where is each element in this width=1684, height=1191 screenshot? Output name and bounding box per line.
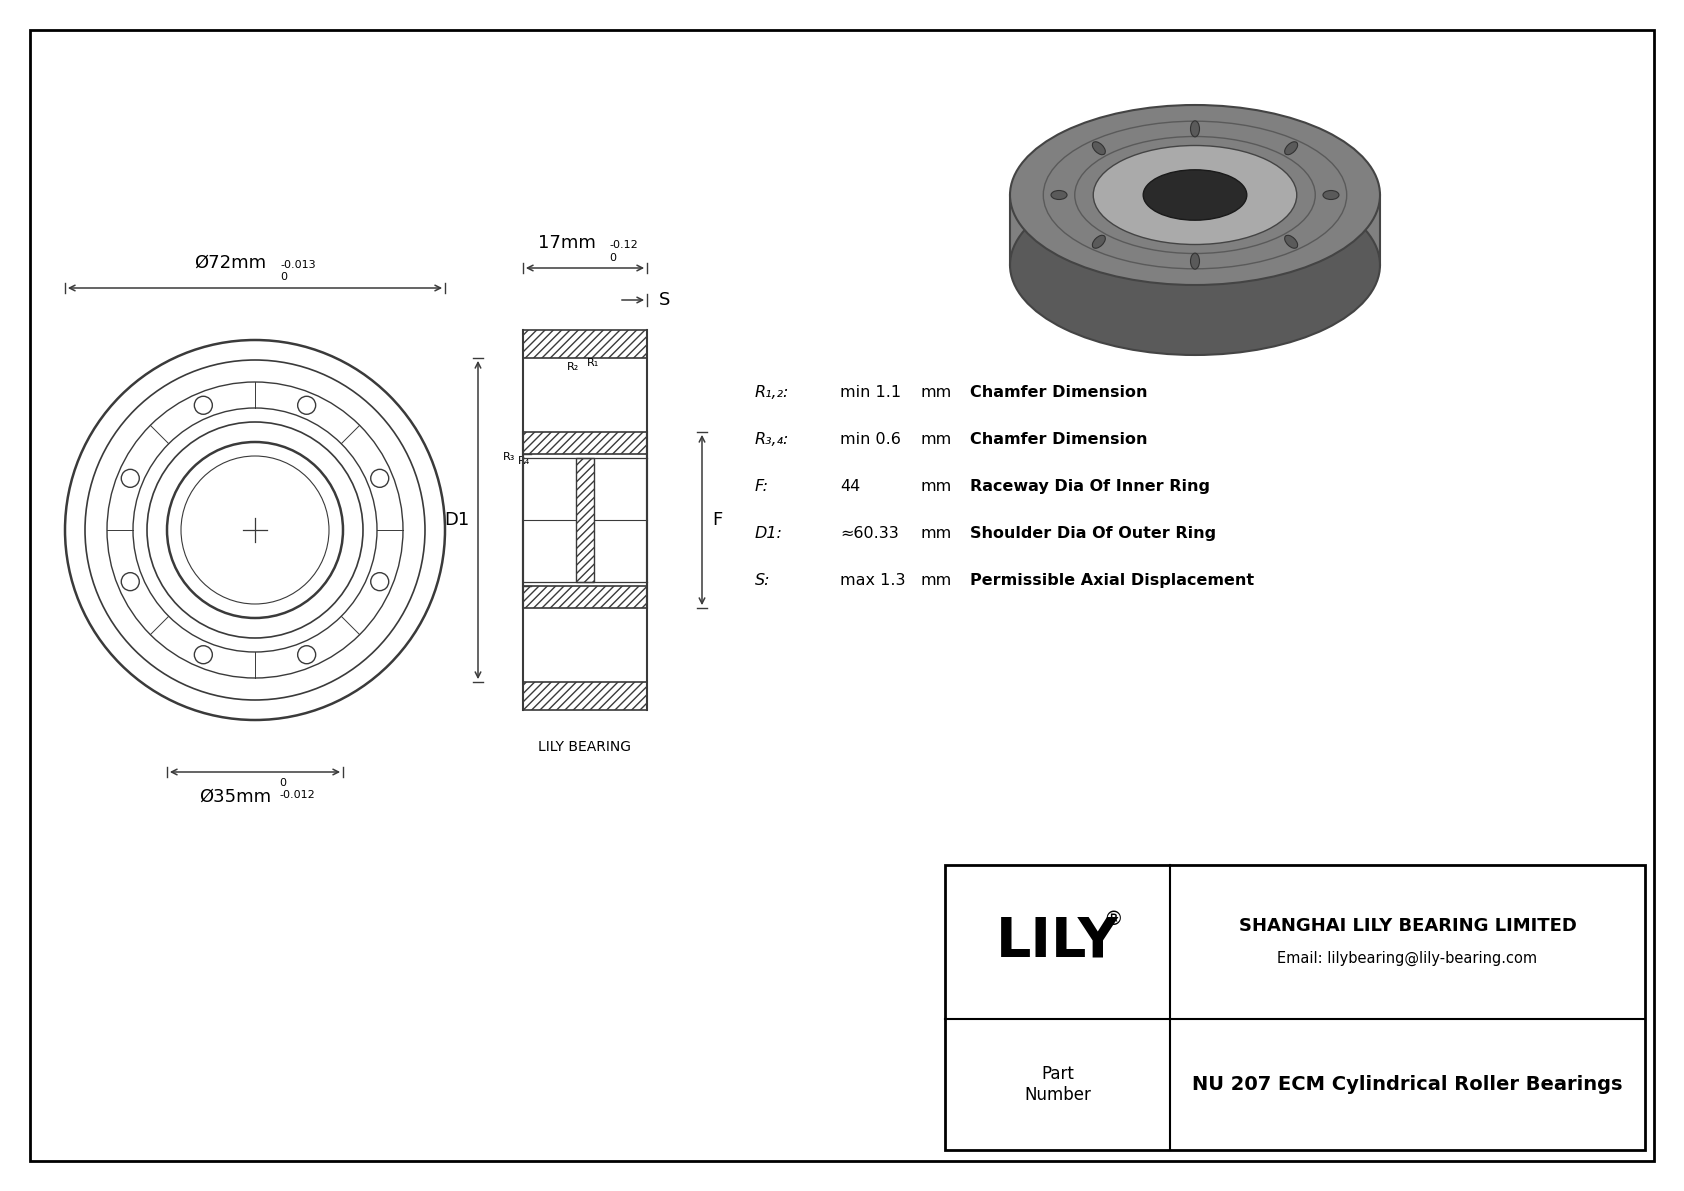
Text: max 1.3: max 1.3 <box>840 573 906 588</box>
Text: LILY: LILY <box>995 915 1118 969</box>
Bar <box>576 459 594 582</box>
Text: Ø35mm: Ø35mm <box>199 788 271 806</box>
Text: min 1.1: min 1.1 <box>840 385 901 400</box>
Ellipse shape <box>1143 170 1246 220</box>
Ellipse shape <box>1191 254 1199 269</box>
Text: mm: mm <box>919 479 951 494</box>
Text: mm: mm <box>919 573 951 588</box>
Text: F: F <box>712 511 722 529</box>
Ellipse shape <box>1093 145 1297 244</box>
Text: SHANGHAI LILY BEARING LIMITED: SHANGHAI LILY BEARING LIMITED <box>1238 917 1576 935</box>
Ellipse shape <box>1093 142 1105 155</box>
Text: S: S <box>658 291 670 308</box>
Text: S:: S: <box>754 573 771 588</box>
Bar <box>524 330 647 358</box>
Text: Chamfer Dimension: Chamfer Dimension <box>970 432 1147 447</box>
Ellipse shape <box>1093 236 1105 248</box>
Text: 44: 44 <box>840 479 861 494</box>
Text: Raceway Dia Of Inner Ring: Raceway Dia Of Inner Ring <box>970 479 1211 494</box>
Text: F:: F: <box>754 479 770 494</box>
Text: NU 207 ECM Cylindrical Roller Bearings: NU 207 ECM Cylindrical Roller Bearings <box>1192 1075 1623 1095</box>
Text: -0.013: -0.013 <box>280 260 315 270</box>
Text: R₃,₄:: R₃,₄: <box>754 432 790 447</box>
Text: D1: D1 <box>445 511 470 529</box>
Text: LILY BEARING: LILY BEARING <box>539 740 632 754</box>
Text: ≈60.33: ≈60.33 <box>840 526 899 541</box>
Text: 17mm: 17mm <box>539 233 596 252</box>
Polygon shape <box>1010 195 1379 266</box>
Bar <box>524 586 647 607</box>
Text: R₄: R₄ <box>519 456 530 466</box>
Ellipse shape <box>1010 175 1379 355</box>
Ellipse shape <box>1051 191 1068 200</box>
Text: mm: mm <box>919 432 951 447</box>
Ellipse shape <box>1285 142 1298 155</box>
Text: mm: mm <box>919 526 951 541</box>
Text: -0.012: -0.012 <box>280 790 315 800</box>
Text: Shoulder Dia Of Outer Ring: Shoulder Dia Of Outer Ring <box>970 526 1216 541</box>
Text: 0: 0 <box>280 272 286 282</box>
Text: 0: 0 <box>280 778 286 788</box>
Text: R₂: R₂ <box>568 362 579 372</box>
Text: D1:: D1: <box>754 526 783 541</box>
Ellipse shape <box>1191 120 1199 137</box>
Text: ®: ® <box>1103 910 1123 929</box>
Text: min 0.6: min 0.6 <box>840 432 901 447</box>
Bar <box>524 432 647 454</box>
Ellipse shape <box>1324 191 1339 200</box>
Text: Permissible Axial Displacement: Permissible Axial Displacement <box>970 573 1255 588</box>
Bar <box>945 865 1645 1151</box>
Text: Chamfer Dimension: Chamfer Dimension <box>970 385 1147 400</box>
Text: R₃: R₃ <box>504 453 515 462</box>
Text: R₁: R₁ <box>588 358 600 368</box>
Ellipse shape <box>1010 105 1379 285</box>
Text: R₁,₂:: R₁,₂: <box>754 385 790 400</box>
Text: Email: lilybearing@lily-bearing.com: Email: lilybearing@lily-bearing.com <box>1278 950 1537 966</box>
Text: Part
Number: Part Number <box>1024 1065 1091 1104</box>
Text: Ø72mm: Ø72mm <box>194 254 266 272</box>
Text: mm: mm <box>919 385 951 400</box>
Ellipse shape <box>1285 236 1298 248</box>
Bar <box>524 682 647 710</box>
Text: 0: 0 <box>610 252 616 263</box>
Text: -0.12: -0.12 <box>610 241 638 250</box>
